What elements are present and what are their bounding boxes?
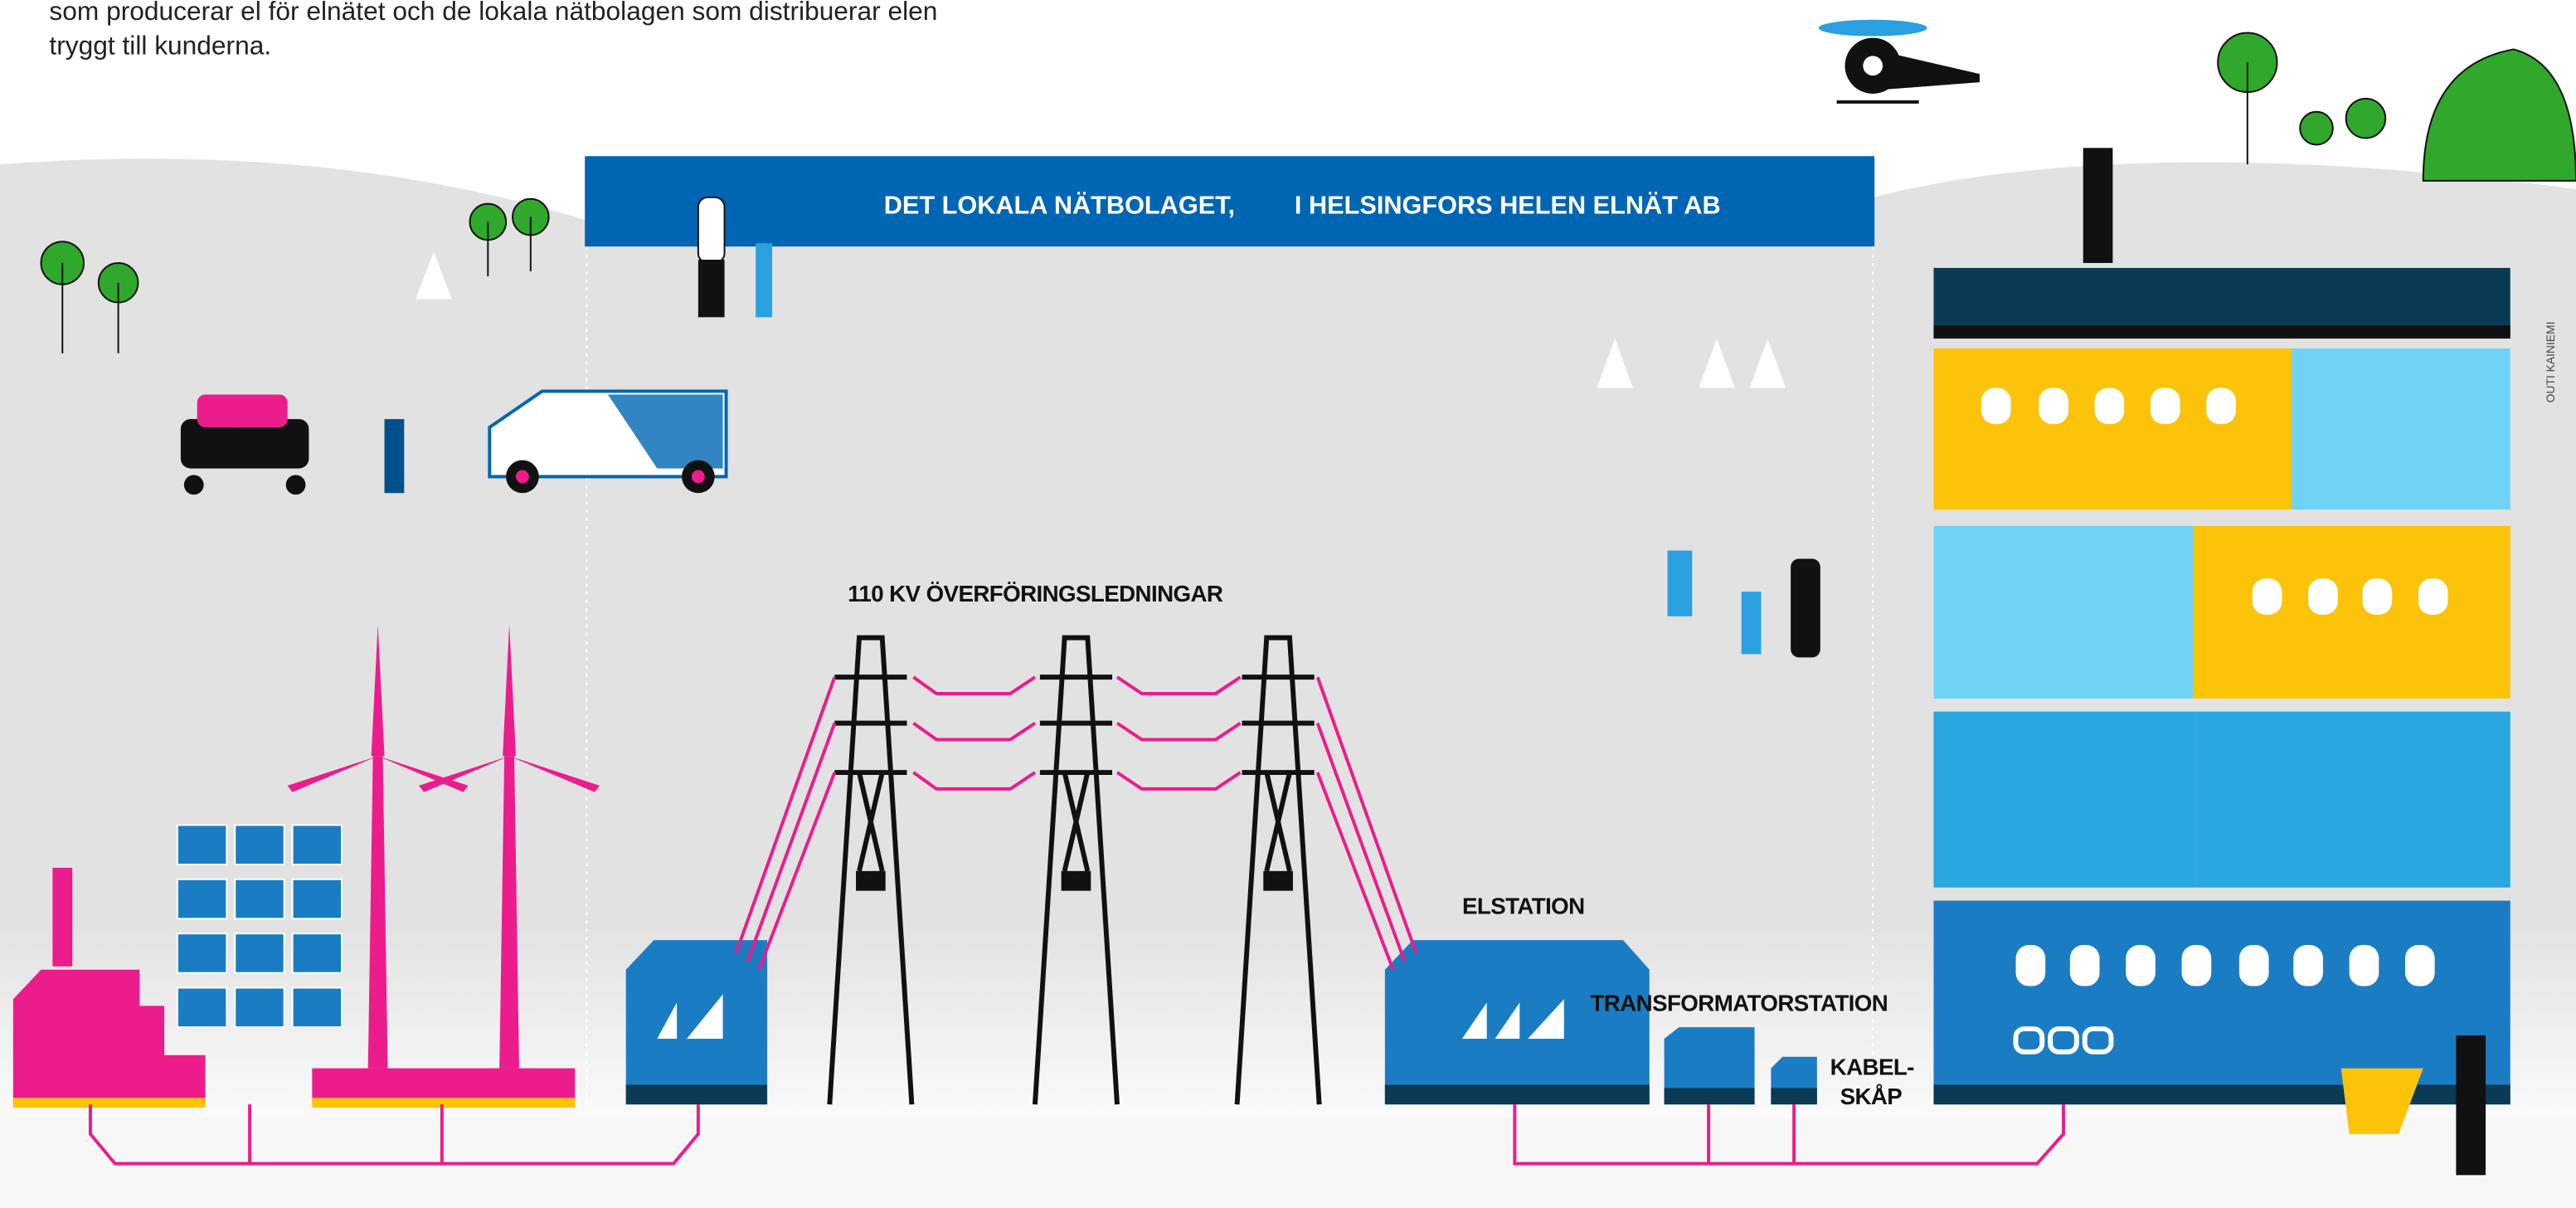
- illustration: som producerar el för elnätet och de lok…: [0, 0, 2576, 1208]
- pylon-body: [856, 871, 886, 891]
- window: [2293, 945, 2323, 986]
- window: [2239, 945, 2269, 986]
- solar-panel: [177, 879, 226, 919]
- pylon-body: [1062, 871, 1091, 891]
- banner-text: DET LOKALA NÄTBOLAGET,: [884, 191, 1235, 220]
- solar-panel: [235, 879, 284, 919]
- credit: OUTI KAINIEMI: [2544, 322, 2557, 403]
- solar-panel: [293, 933, 342, 973]
- solar-panel: [177, 933, 226, 973]
- window: [2182, 945, 2212, 986]
- label: KABEL-: [1830, 1055, 1915, 1080]
- solar-panel: [235, 988, 284, 1028]
- pylon-body: [1263, 871, 1293, 891]
- window: [2039, 388, 2068, 425]
- intro-line: som producerar el för elnätet och de lok…: [49, 0, 937, 26]
- window: [2362, 578, 2392, 615]
- window: [2350, 945, 2379, 986]
- window: [2016, 945, 2046, 986]
- label: ELSTATION: [1462, 893, 1585, 918]
- label: SKÅP: [1840, 1084, 1903, 1109]
- window: [2405, 945, 2435, 986]
- solar-panel: [293, 879, 342, 919]
- window: [2308, 578, 2338, 615]
- window: [2418, 578, 2448, 615]
- window: [2070, 945, 2100, 986]
- banner-text: I HELSINGFORS HELEN ELNÄT AB: [1295, 191, 1721, 220]
- window: [2253, 578, 2282, 615]
- window: [2126, 945, 2156, 986]
- window: [2151, 388, 2180, 425]
- solar-panel: [235, 933, 284, 973]
- solar-panel: [177, 825, 226, 865]
- solar-panel: [293, 988, 342, 1028]
- window: [2206, 388, 2236, 425]
- window: [1981, 388, 2011, 425]
- helicopter: [1819, 20, 1980, 102]
- label: 110 KV ÖVERFÖRINGSLEDNINGAR: [848, 581, 1223, 606]
- solar-panel: [177, 988, 226, 1028]
- label: TRANSFORMATORSTATION: [1590, 990, 1888, 1016]
- intro-line: tryggt till kunderna.: [49, 30, 271, 60]
- window: [2095, 388, 2125, 425]
- solar-panel: [235, 825, 284, 865]
- solar-panel: [293, 825, 342, 865]
- page: som producerar el för elnätet och de lok…: [0, 0, 2576, 1208]
